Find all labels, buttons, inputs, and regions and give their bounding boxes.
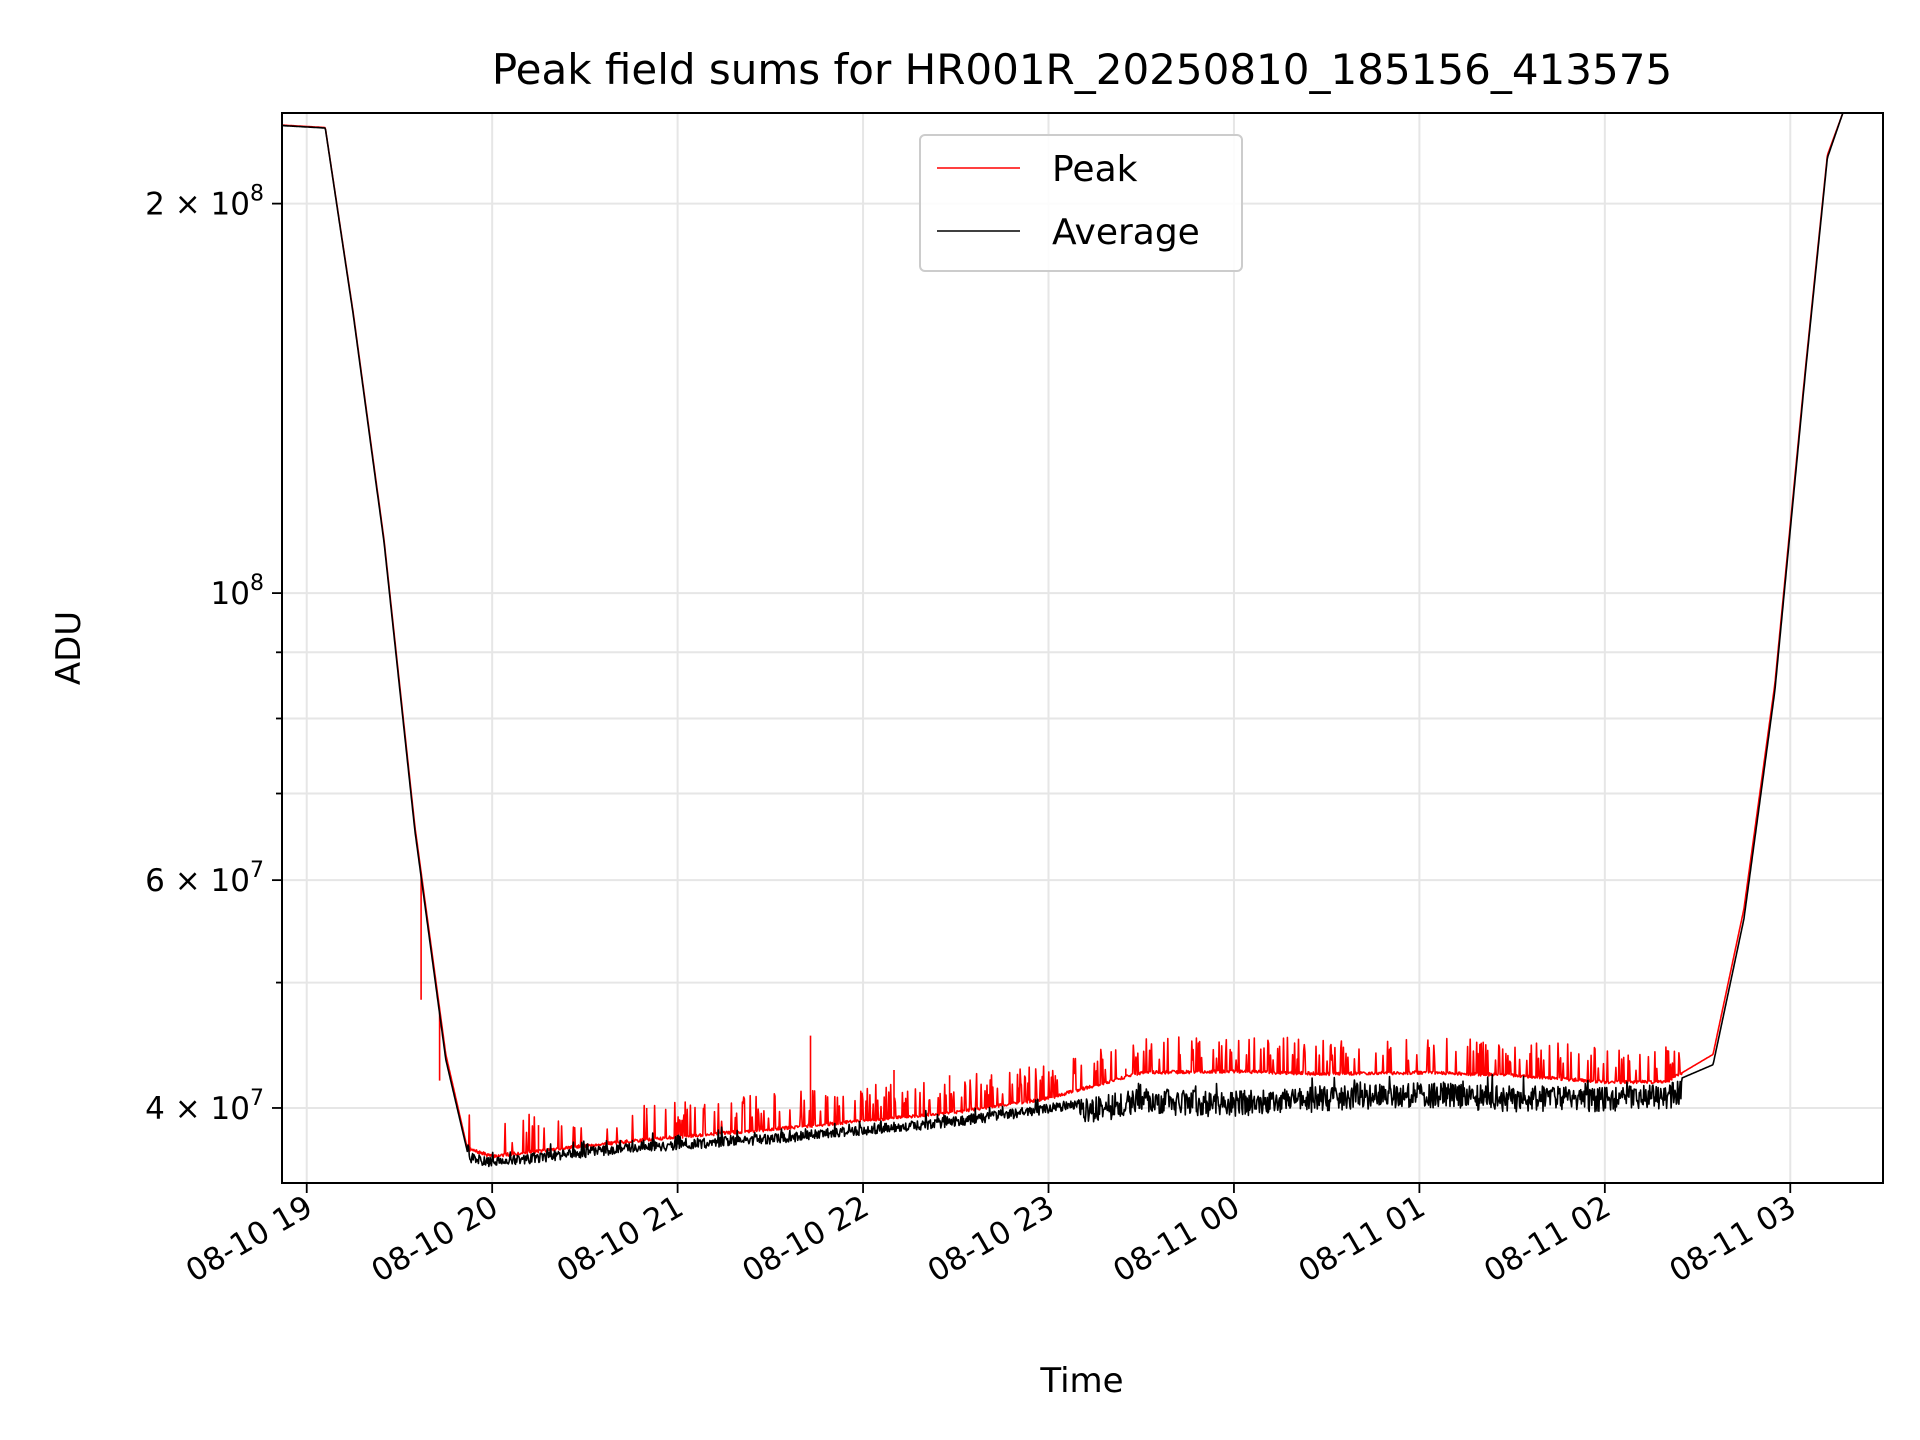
chart-title: Peak field sums for HR001R_20250810_1851…: [492, 45, 1672, 94]
y-axis: 4 × 107 6 × 107 108 2 × 108: [145, 182, 282, 1127]
x-axis-label: Time: [1039, 1361, 1123, 1401]
legend-box: [919, 134, 1243, 272]
y-tick-label: 4 × 107: [145, 1086, 264, 1127]
plot-frame: [281, 112, 1884, 1184]
plot-area: [282, 113, 1844, 1168]
y-axis-label: ADU: [49, 611, 89, 685]
y-tick-label: 2 × 108: [145, 182, 264, 223]
y-tick-label: 6 × 107: [145, 858, 264, 899]
series-average-line: [282, 113, 1844, 1168]
legend-peak-label: Peak: [1052, 149, 1138, 190]
y-tick-label: 108: [211, 571, 264, 612]
legend-average-label: Average: [1052, 212, 1200, 253]
legend: Peak Average: [919, 134, 1243, 272]
